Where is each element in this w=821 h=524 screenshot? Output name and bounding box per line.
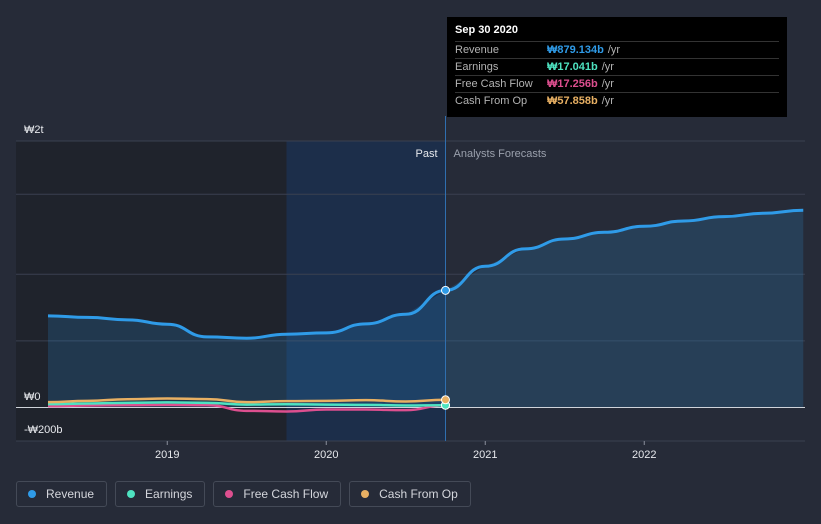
- x-tick-label: 2019: [155, 449, 179, 461]
- tooltip-unit: /yr: [601, 78, 614, 90]
- x-tick-label: 2020: [314, 449, 338, 461]
- x-tick-label: 2021: [473, 449, 497, 461]
- revenue-area: [48, 210, 804, 408]
- tooltip-row-free-cash-flow: Free Cash Flow ₩17.256b /yr: [455, 75, 779, 92]
- cash-from-op-line: [47, 397, 446, 404]
- tooltip-label: Cash From Op: [455, 95, 528, 107]
- legend-label: Revenue: [46, 487, 95, 501]
- data-tooltip: Sep 30 2020 Revenue ₩879.134b /yr Earnin…: [447, 17, 787, 117]
- past-label: Past: [415, 148, 437, 160]
- tooltip-label: Earnings: [455, 61, 499, 73]
- tooltip-unit: /yr: [601, 61, 614, 73]
- tooltip-value: ₩879.134b: [547, 44, 604, 56]
- revenue-line: [47, 208, 804, 340]
- legend-label: Free Cash Flow: [243, 487, 329, 501]
- tooltip-row-revenue: Revenue ₩879.134b /yr: [455, 41, 779, 58]
- tooltip-label: Revenue: [455, 44, 500, 56]
- legend-item-free-cash-flow[interactable]: Free Cash Flow: [213, 481, 342, 507]
- legend-label: Earnings: [145, 487, 193, 501]
- tooltip-row-earnings: Earnings ₩17.041b /yr: [455, 58, 779, 75]
- chart-legend: Revenue Earnings Free Cash Flow Cash Fro…: [16, 481, 471, 507]
- tooltip-value: ₩17.041b: [547, 61, 598, 73]
- tooltip-value: ₩57.858b: [547, 95, 598, 107]
- earnings-line: [47, 401, 446, 407]
- forecast-label: Analysts Forecasts: [454, 148, 547, 160]
- tooltip-date: Sep 30 2020: [455, 24, 518, 36]
- tooltip-value: ₩17.256b: [547, 78, 598, 90]
- y-tick-label: ₩0: [24, 391, 41, 403]
- x-tick-label: 2022: [632, 449, 656, 461]
- earnings-dot-icon: [127, 490, 136, 498]
- free-cash-flow-dot-icon: [225, 490, 234, 498]
- tooltip-unit: /yr: [601, 95, 614, 107]
- y-tick-label: ₩2t: [24, 124, 44, 136]
- tooltip-unit: /yr: [607, 44, 621, 56]
- free-cash-flow-line: [47, 403, 446, 413]
- legend-label: Cash From Op: [379, 487, 458, 501]
- y-tick-label: -₩200b: [24, 424, 63, 436]
- past-highlight-region: [286, 141, 446, 441]
- legend-item-cash-from-op[interactable]: Cash From Op: [349, 481, 471, 507]
- tooltip-row-cash-from-op: Cash From Op ₩57.858b /yr: [455, 92, 779, 109]
- cash-from-op-marker: [441, 395, 450, 405]
- revenue-dot-icon: [28, 490, 36, 498]
- revenue-marker: [441, 285, 450, 295]
- legend-item-earnings[interactable]: Earnings: [115, 481, 206, 507]
- tooltip-label: Free Cash Flow: [455, 78, 533, 90]
- cash-from-op-dot-icon: [361, 490, 370, 498]
- legend-item-revenue[interactable]: Revenue: [16, 481, 108, 507]
